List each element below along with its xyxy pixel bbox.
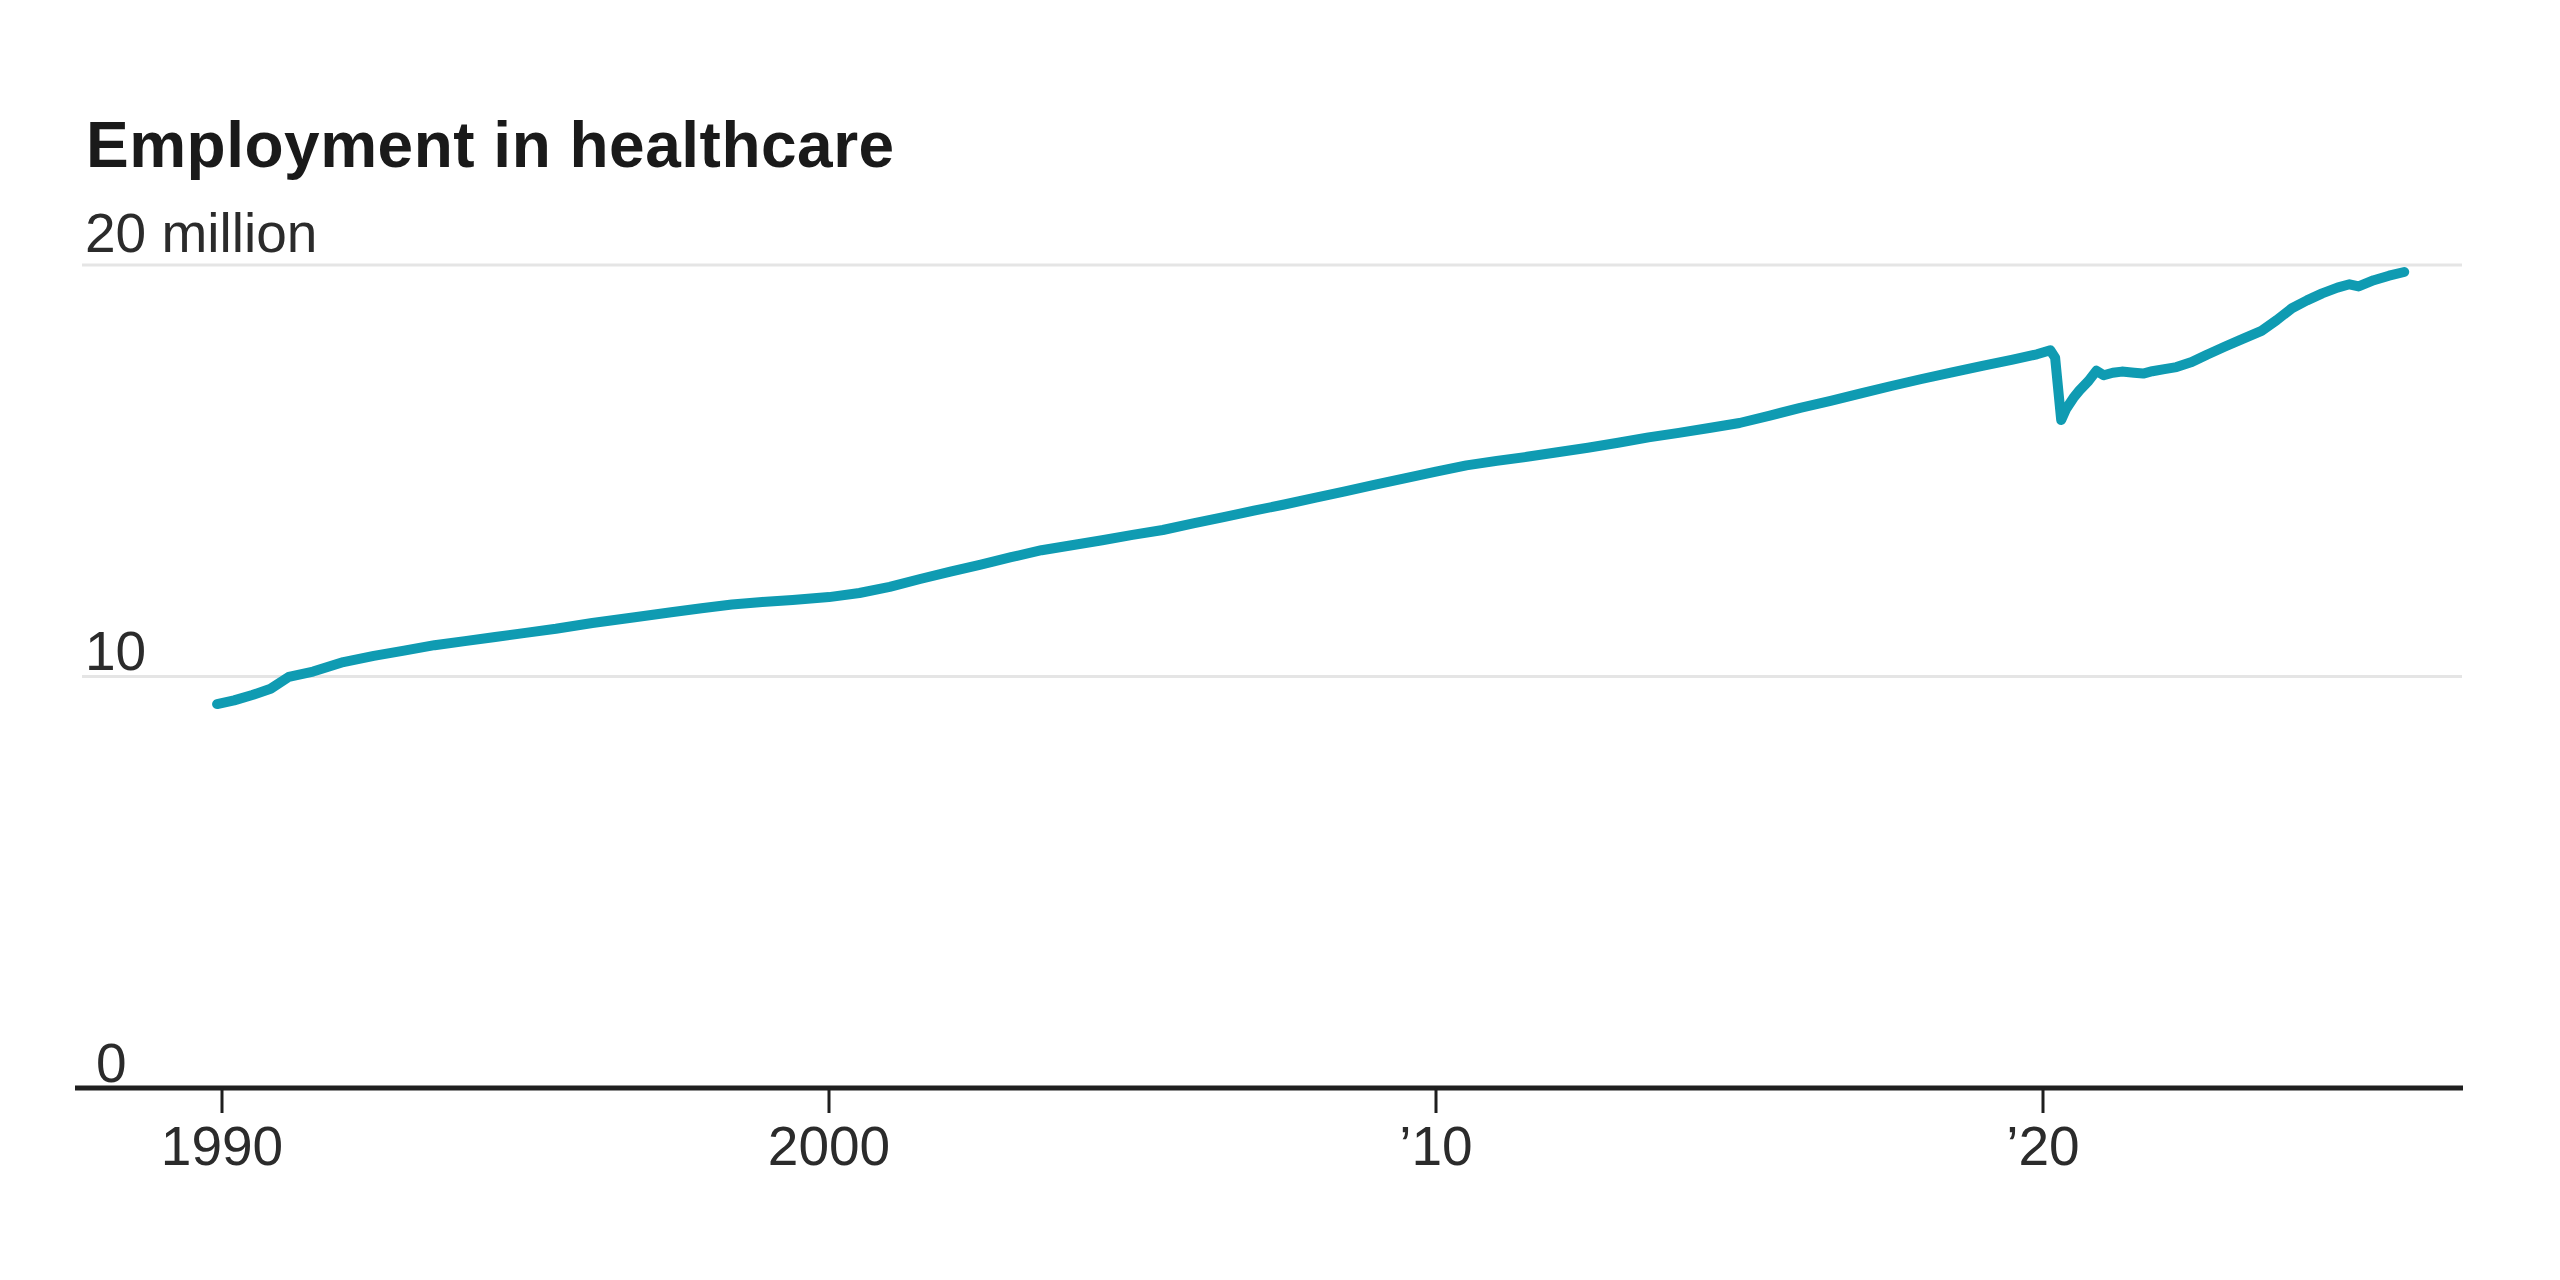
gridlines [82, 265, 2462, 677]
healthcare-employment-chart: Employment in healthcare 20 million 10 0… [0, 0, 2560, 1280]
employment-line-series [217, 272, 2404, 704]
x-tick-label-2020: ’20 [2006, 1119, 2079, 1174]
plot-area [0, 0, 2560, 1280]
y-tick-label-20-million: 20 million [85, 206, 317, 261]
x-axis [75, 1088, 2463, 1113]
x-tick-label-1990: 1990 [161, 1119, 283, 1174]
y-tick-label-0: 0 [96, 1036, 127, 1091]
x-tick-label-2000: 2000 [768, 1119, 890, 1174]
y-tick-label-10: 10 [85, 624, 146, 679]
x-tick-label-2010: ’10 [1399, 1119, 1472, 1174]
